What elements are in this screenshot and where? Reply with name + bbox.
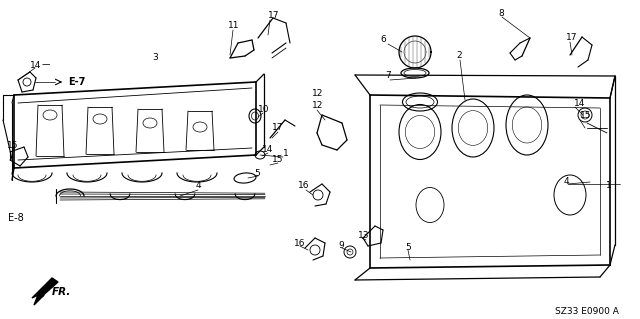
Text: 14: 14 [262,145,273,154]
Text: 15: 15 [580,112,591,121]
Polygon shape [32,278,58,305]
Text: 3: 3 [152,54,157,63]
Text: 4: 4 [564,177,570,187]
Text: 1: 1 [283,149,289,158]
Text: 16: 16 [294,240,305,249]
Text: 17: 17 [566,33,577,42]
Text: 14: 14 [574,99,586,108]
Text: 9: 9 [338,241,344,249]
Text: 1: 1 [606,181,612,189]
Text: 5: 5 [254,168,260,177]
Text: 13: 13 [358,232,369,241]
Text: 7: 7 [385,71,391,80]
Text: 15: 15 [272,155,284,165]
Text: 2: 2 [456,51,461,61]
Text: 12: 12 [312,88,323,98]
Text: 14: 14 [30,61,42,70]
Text: E-7: E-7 [68,77,85,87]
Text: 16: 16 [298,181,310,189]
Text: 17: 17 [272,123,284,132]
Text: 12: 12 [312,101,323,110]
Text: —: — [42,61,51,70]
Text: 4: 4 [196,182,202,190]
Text: 5: 5 [405,243,411,253]
Text: FR.: FR. [52,287,72,297]
Text: 15: 15 [7,140,19,150]
Text: 10: 10 [258,106,269,115]
Text: E-8: E-8 [8,213,24,223]
Text: 11: 11 [228,21,239,31]
Text: 8: 8 [498,9,504,18]
Text: SZ33 E0900 A: SZ33 E0900 A [555,308,619,316]
Text: 17: 17 [268,11,280,20]
Text: 6: 6 [380,35,386,44]
